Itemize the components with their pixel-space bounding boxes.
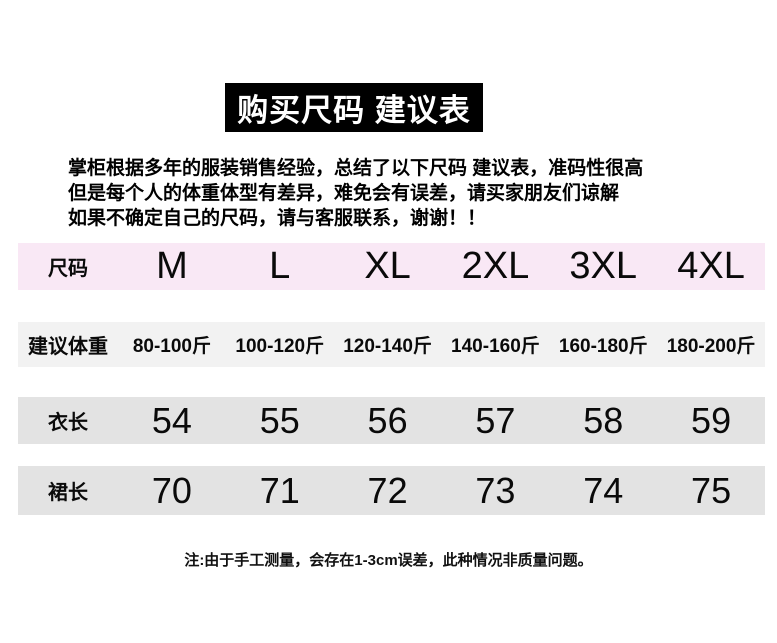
skirt-length-cell-3: 72 bbox=[367, 469, 408, 511]
description-line-1: 掌柜根据多年的服装销售经验，总结了以下尺码 建议表，准码性很高 bbox=[68, 158, 644, 179]
weight-cell-2: 100-120斤 bbox=[235, 336, 325, 357]
measurement-disclaimer: 注:由于手工测量，会存在1-3cm误差，此种情况非质量问题。 bbox=[184, 552, 593, 569]
garment-length-cell-4: 57 bbox=[475, 399, 516, 441]
weight-cell-4: 140-160斤 bbox=[451, 336, 540, 357]
garment-length-cell-1: 54 bbox=[151, 399, 192, 441]
garment-length-cell-2: 55 bbox=[259, 399, 300, 441]
weight-cell-5: 160-180斤 bbox=[558, 336, 648, 357]
size-cell-2xl: 2XL bbox=[461, 245, 530, 287]
size-cell-3xl: 3XL bbox=[569, 245, 638, 287]
table-row-weight: 建议体重 80-100斤 100-120斤 120-140斤 140-160斤 … bbox=[18, 322, 765, 367]
row-label-size: 尺码 bbox=[48, 258, 88, 280]
description-line-2: 但是每个人的体重体型有差异，难免会有误差，请买家朋友们谅解 bbox=[68, 183, 620, 204]
garment-length-cell-5: 58 bbox=[583, 399, 624, 441]
skirt-length-cell-1: 70 bbox=[151, 469, 192, 511]
size-cell-4xl: 4XL bbox=[677, 245, 745, 287]
skirt-length-cell-5: 74 bbox=[583, 469, 624, 511]
page-title: 购买尺码 建议表 bbox=[225, 83, 483, 132]
garment-length-cell-3: 56 bbox=[367, 399, 408, 441]
row-label-weight: 建议体重 bbox=[28, 336, 108, 358]
table-row-garment-length: 衣长 54 55 56 57 58 59 bbox=[18, 397, 765, 444]
description-line-3: 如果不确定自己的尺码，请与客服联系，谢谢！！ bbox=[68, 208, 487, 229]
size-cell-xl: XL bbox=[364, 245, 411, 287]
description-block: 掌柜根据多年的服装销售经验，总结了以下尺码 建议表，准码性很高 但是每个人的体重… bbox=[68, 156, 643, 231]
size-cell-l: L bbox=[269, 245, 291, 287]
table-row-skirt-length: 裙长 70 71 72 73 74 75 bbox=[18, 466, 765, 515]
skirt-length-cell-6: 75 bbox=[691, 469, 732, 511]
row-label-skirt-length: 裙长 bbox=[48, 482, 88, 504]
skirt-length-cell-4: 73 bbox=[475, 469, 516, 511]
size-cell-m: M bbox=[156, 245, 188, 287]
weight-cell-3: 120-140斤 bbox=[343, 336, 432, 357]
garment-length-cell-6: 59 bbox=[691, 399, 732, 441]
weight-cell-6: 180-200斤 bbox=[666, 336, 756, 357]
skirt-length-cell-2: 71 bbox=[259, 469, 300, 511]
weight-cell-1: 80-100斤 bbox=[132, 336, 211, 357]
row-label-garment-length: 衣长 bbox=[48, 412, 88, 434]
table-row-size: 尺码 M L XL 2XL 3XL 4XL bbox=[18, 243, 765, 290]
